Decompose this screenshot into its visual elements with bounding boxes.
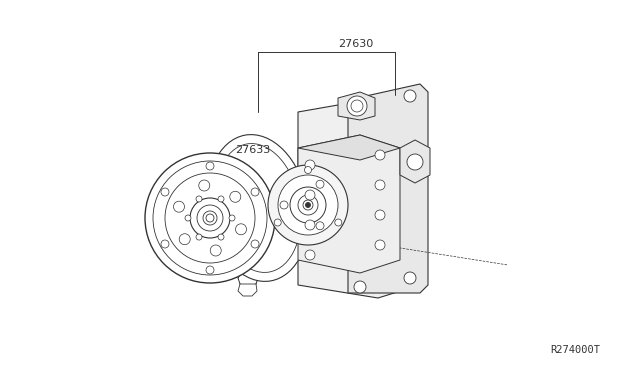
Circle shape — [251, 240, 259, 248]
Circle shape — [173, 201, 184, 212]
Polygon shape — [400, 140, 430, 183]
Polygon shape — [298, 135, 400, 160]
Circle shape — [298, 195, 318, 215]
Ellipse shape — [207, 135, 309, 281]
Circle shape — [197, 205, 223, 231]
Circle shape — [236, 224, 246, 235]
Circle shape — [354, 99, 366, 111]
Circle shape — [206, 266, 214, 274]
Circle shape — [375, 150, 385, 160]
Circle shape — [203, 211, 217, 225]
Circle shape — [229, 215, 235, 221]
Circle shape — [161, 240, 169, 248]
Circle shape — [218, 196, 224, 202]
Text: 27633: 27633 — [235, 145, 270, 155]
Circle shape — [196, 234, 202, 240]
Circle shape — [316, 222, 324, 230]
Circle shape — [316, 180, 324, 188]
Circle shape — [199, 180, 210, 191]
Circle shape — [230, 191, 241, 202]
Circle shape — [185, 215, 191, 221]
Circle shape — [351, 100, 363, 112]
Circle shape — [206, 214, 214, 222]
Circle shape — [218, 234, 224, 240]
Circle shape — [407, 154, 423, 170]
Circle shape — [347, 96, 367, 116]
Circle shape — [153, 161, 267, 275]
Polygon shape — [238, 284, 257, 296]
Circle shape — [375, 240, 385, 250]
Text: R274000T: R274000T — [550, 345, 600, 355]
Polygon shape — [298, 135, 400, 273]
Circle shape — [161, 188, 169, 196]
Circle shape — [375, 210, 385, 220]
Circle shape — [375, 180, 385, 190]
Circle shape — [303, 200, 313, 210]
Circle shape — [404, 90, 416, 102]
Circle shape — [305, 190, 315, 200]
Circle shape — [305, 167, 312, 173]
Circle shape — [274, 219, 281, 226]
Circle shape — [206, 162, 214, 170]
Circle shape — [210, 245, 221, 256]
Circle shape — [305, 202, 310, 208]
Polygon shape — [338, 92, 375, 120]
Circle shape — [268, 165, 348, 245]
Circle shape — [278, 175, 338, 235]
Polygon shape — [298, 98, 420, 298]
Circle shape — [190, 198, 230, 238]
Circle shape — [290, 187, 326, 223]
Text: 27630: 27630 — [338, 39, 373, 49]
Circle shape — [251, 188, 259, 196]
Circle shape — [280, 201, 288, 209]
Circle shape — [335, 219, 342, 226]
Circle shape — [145, 153, 275, 283]
Circle shape — [305, 160, 315, 170]
Circle shape — [305, 250, 315, 260]
Polygon shape — [348, 84, 428, 293]
Circle shape — [354, 281, 366, 293]
Circle shape — [165, 173, 255, 263]
Circle shape — [196, 196, 202, 202]
Circle shape — [305, 220, 315, 230]
Circle shape — [179, 234, 190, 245]
Circle shape — [404, 272, 416, 284]
Ellipse shape — [215, 144, 301, 272]
